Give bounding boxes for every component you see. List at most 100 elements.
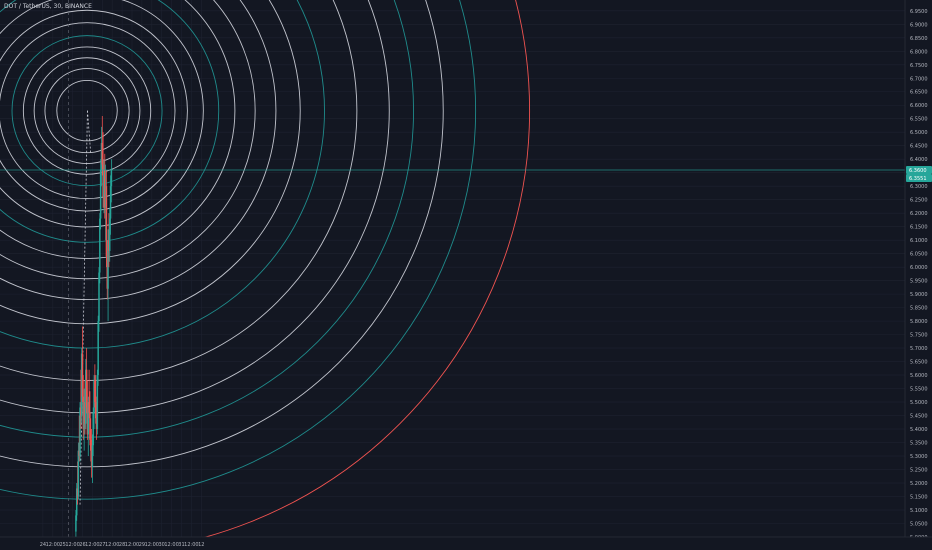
candle-body	[83, 402, 85, 430]
time-tick-label: 12:00	[125, 542, 139, 548]
candle-body	[104, 170, 106, 208]
candle-body	[76, 488, 79, 497]
candle-body	[78, 450, 80, 457]
trend-lines[interactable]	[79, 110, 92, 505]
time-tick-label: 29	[139, 542, 145, 548]
grid-lines	[0, 0, 905, 538]
fib-circle	[11, 35, 163, 187]
price-tick-label: 5.9500	[910, 279, 928, 285]
time-tick-label: 12:00	[85, 542, 99, 548]
time-tick-label: 30	[159, 542, 165, 548]
price-tick-label: 6.5500	[910, 117, 928, 123]
time-tick-label: 12:00	[65, 542, 79, 548]
candle-body	[103, 170, 105, 197]
price-badges: 6.3600 6.3551	[906, 166, 932, 183]
time-axis[interactable]: 24 12:00 25 12:00 26 12:00 27 12:00 28 12:00 29 12:…	[0, 536, 932, 550]
candle-body	[108, 240, 110, 251]
fib-circle	[0, 0, 325, 349]
price-tick-label: 5.3000	[910, 454, 928, 460]
candle-body	[82, 396, 85, 430]
price-tick-label: 6.9500	[910, 9, 928, 15]
trend-line	[79, 110, 88, 505]
price-tick-label: 6.4500	[910, 144, 928, 150]
time-tick-label: 25	[60, 542, 66, 548]
fib-circle	[44, 68, 130, 154]
fib-circle	[56, 79, 118, 142]
candle-body	[101, 143, 104, 165]
symbol-title[interactable]: DOT / TetherUS, 30, BINANCE	[4, 3, 92, 10]
time-tick-label: 12:00	[105, 542, 119, 548]
price-badge-label: 6.3551	[909, 176, 927, 182]
price-badge	[906, 174, 932, 183]
candles	[75, 116, 113, 537]
price-tick-label: 5.1000	[910, 508, 928, 514]
fib-circle	[0, 0, 256, 280]
candle-body	[87, 402, 90, 435]
fib-circle	[33, 57, 141, 164]
price-badge-label: 6.3600	[909, 168, 927, 174]
candle-body	[85, 369, 87, 424]
fib-circle	[0, 9, 188, 212]
candle-body	[89, 412, 91, 440]
candle-body	[99, 218, 101, 273]
fib-circles[interactable]	[0, 0, 530, 550]
price-tick-label: 6.1000	[910, 238, 928, 244]
candle-body	[85, 369, 88, 408]
price-axis-bg	[905, 0, 932, 550]
price-axis[interactable]: 5.00005.05005.10005.15005.20005.25005.30…	[904, 0, 932, 550]
candle-body	[100, 143, 103, 171]
candle-body	[75, 515, 77, 532]
price-tick-label: 5.3500	[910, 441, 928, 447]
time-tick-label: 12:00	[46, 542, 60, 548]
price-tick-label: 6.2500	[910, 198, 928, 204]
fib-circle	[22, 46, 152, 175]
price-tick-label: 5.7000	[910, 346, 928, 352]
candle-body	[98, 272, 100, 322]
price-tick-label: 6.9000	[910, 22, 928, 28]
candle-body	[108, 218, 111, 251]
candle-body	[80, 353, 83, 416]
candle-body	[90, 450, 93, 467]
candle-body	[99, 170, 102, 219]
price-tick-label: 6.8000	[910, 49, 928, 55]
price-tick-label: 6.0000	[910, 265, 928, 271]
time-tick-label: 12:00	[164, 542, 178, 548]
candle-body	[91, 445, 94, 467]
price-tick-label: 5.5500	[910, 387, 928, 393]
price-tick-label: 5.8000	[910, 319, 928, 325]
candle-body	[94, 380, 96, 403]
trend-line	[87, 110, 92, 154]
time-tick-label: 26	[79, 542, 85, 548]
candle-body	[89, 439, 92, 451]
price-tick-label: 6.7500	[910, 63, 928, 69]
price-tick-label: 6.4000	[910, 157, 928, 163]
fib-circle	[0, 0, 444, 468]
price-badge	[906, 166, 932, 175]
candle-body	[94, 402, 97, 419]
fib-circle	[0, 0, 204, 228]
time-tick-label: 31	[178, 542, 184, 548]
candle-body	[106, 256, 108, 289]
time-tick-label: 12	[198, 542, 204, 548]
candle-body	[79, 407, 81, 457]
candle-body	[95, 418, 98, 430]
price-tick-label: 6.6000	[910, 103, 928, 109]
candle-body	[105, 186, 108, 257]
price-tick-label: 6.5000	[910, 130, 928, 136]
price-tick-label: 5.9000	[910, 292, 928, 298]
price-tick-label: 6.2000	[910, 211, 928, 217]
fib-circle	[0, 0, 277, 300]
price-tick-label: 5.8500	[910, 306, 928, 312]
candle-body	[96, 375, 99, 430]
price-tick-label: 6.7000	[910, 76, 928, 82]
time-axis-bg	[0, 537, 932, 550]
candle-body	[88, 402, 90, 413]
candle-body	[104, 186, 107, 208]
candle-body	[77, 450, 80, 497]
time-tick-label: 12:00	[184, 542, 198, 548]
fib-circle	[0, 0, 301, 325]
price-tick-label: 5.1500	[910, 495, 928, 501]
candle-body	[97, 321, 99, 376]
